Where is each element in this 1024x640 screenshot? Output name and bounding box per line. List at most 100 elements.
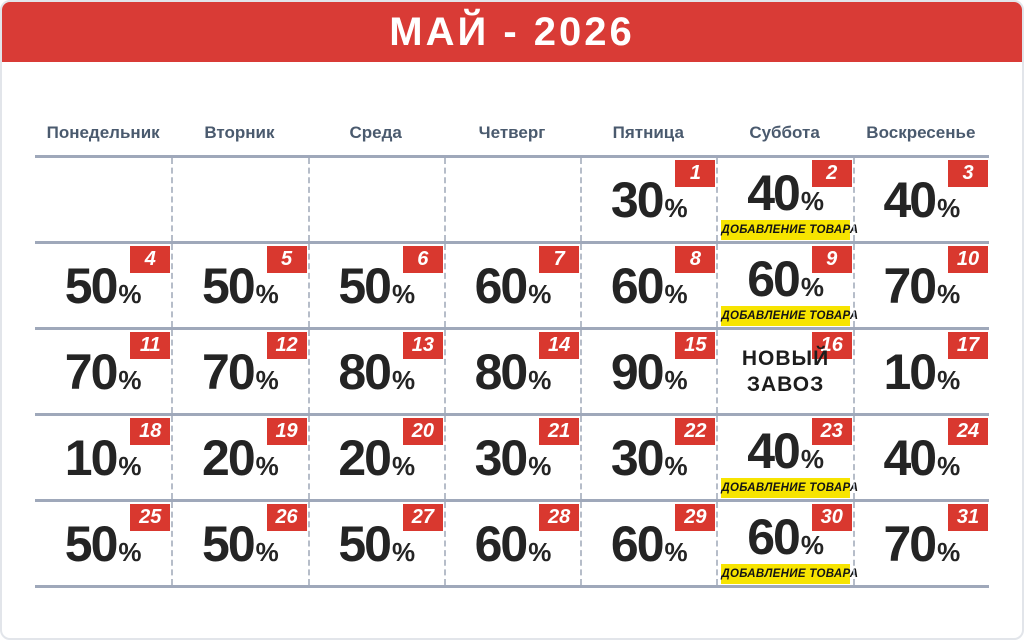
- empty-day-cell: [171, 158, 307, 241]
- day-cell: 19 20%: [171, 416, 307, 499]
- percent-sign: %: [118, 536, 142, 567]
- discount-value: 30: [610, 429, 665, 486]
- day-content: 60%: [582, 502, 716, 585]
- discount: 50%: [338, 515, 415, 573]
- discount: 80%: [475, 343, 552, 401]
- calendar-week-row: 25 50% 26 50% 27 50% 28 60% 29 60% 30 60% ДОБАВЛЕНИЕ…: [35, 499, 989, 585]
- day-cell: 28 60%: [443, 502, 580, 585]
- percent-sign: %: [664, 450, 688, 481]
- day-number-badge: 31: [948, 504, 988, 531]
- day-content: 50%: [173, 502, 307, 585]
- discount-value: 70: [883, 515, 937, 572]
- discount-value: 50: [64, 515, 119, 572]
- day-cell: 3 40%: [852, 158, 989, 241]
- discount: 50%: [202, 257, 279, 315]
- day-cell: 23 40% ДОБАВЛЕНИЕ ТОВАРА: [716, 416, 858, 499]
- discount: 40%: [883, 171, 960, 229]
- percent-sign: %: [937, 450, 961, 481]
- day-cell: 31 70%: [852, 502, 989, 585]
- product-restock-label: ДОБАВЛЕНИЕ ТОВАРА: [721, 220, 858, 240]
- day-content: 10%: [855, 330, 989, 413]
- day-content: 50%: [173, 244, 307, 327]
- day-number-badge: 26: [266, 504, 307, 531]
- discount: 10%: [883, 343, 960, 401]
- day-content: 50%: [35, 244, 171, 327]
- day-number-badge: 4: [130, 246, 171, 273]
- day-number-badge: 24: [948, 418, 988, 445]
- discount-value: 30: [474, 429, 529, 486]
- discount-value: 50: [64, 257, 119, 314]
- percent-sign: %: [937, 192, 961, 223]
- header-bar: МАЙ - 2026: [2, 2, 1022, 62]
- discount: 20%: [338, 429, 415, 487]
- discount: 30%: [611, 429, 688, 487]
- calendar-week-row: 11 70% 12 70% 13 80% 14 80% 15 90% 16 НОВЫЙ ЗАВОЗ 17…: [35, 327, 989, 413]
- discount-value: 50: [338, 515, 392, 572]
- discount-value: 30: [610, 171, 665, 228]
- percent-sign: %: [255, 278, 279, 309]
- discount-value: 60: [610, 257, 665, 314]
- day-content: НОВЫЙ ЗАВОЗ: [718, 330, 852, 413]
- calendar-week-row: 1 30% 2 40% ДОБАВЛЕНИЕ ТОВАРА 3 40%: [35, 155, 989, 241]
- day-number-badge: 23: [811, 418, 852, 445]
- weekday-label: Пятница: [612, 123, 684, 142]
- discount: 60%: [475, 257, 552, 315]
- percent-sign: %: [391, 450, 416, 481]
- day-content: 40%: [855, 416, 989, 499]
- product-restock-label: ДОБАВЛЕНИЕ ТОВАРА: [721, 306, 858, 326]
- day-number-badge: 3: [948, 160, 988, 187]
- day-cell: 18 10%: [35, 416, 171, 499]
- percent-sign: %: [118, 278, 142, 309]
- day-content: 50%: [310, 244, 444, 327]
- percent-sign: %: [937, 536, 961, 567]
- discount-value: 60: [474, 515, 529, 572]
- day-number-badge: 27: [402, 504, 443, 531]
- discount-value: 50: [202, 515, 256, 572]
- percent-sign: %: [391, 364, 416, 395]
- day-number-badge: 1: [675, 160, 716, 187]
- percent-sign: %: [664, 536, 688, 567]
- discount-value: 40: [747, 422, 801, 479]
- day-cell: 2 40% ДОБАВЛЕНИЕ ТОВАРА: [716, 158, 858, 241]
- percent-sign: %: [255, 450, 279, 481]
- day-number-badge: 12: [266, 332, 307, 359]
- day-content: 80%: [310, 330, 444, 413]
- day-number-badge: 28: [539, 504, 580, 531]
- percent-sign: %: [800, 529, 824, 560]
- percent-sign: %: [391, 536, 416, 567]
- day-number-badge: 25: [130, 504, 171, 531]
- percent-sign: %: [118, 450, 142, 481]
- calendar-week-row: 4 50% 5 50% 6 50% 7 60% 8 60% 9 60% ДОБАВЛЕНИЕ ТОВАР…: [35, 241, 989, 327]
- day-content: 90%: [582, 330, 716, 413]
- day-number-badge: 13: [402, 332, 443, 359]
- day-number-badge: 30: [811, 504, 852, 531]
- day-cell: 11 70%: [35, 330, 171, 413]
- day-content: 30%: [582, 158, 716, 241]
- day-cell: 1 30%: [580, 158, 716, 241]
- day-number-badge: 16: [811, 332, 852, 359]
- discount: 60%: [747, 250, 824, 308]
- day-content: 60%: [718, 244, 852, 313]
- calendar-week-row: 18 10% 19 20% 20 20% 21 30% 22 30% 23 40% ДОБАВЛЕНИЕ…: [35, 413, 989, 499]
- day-content: 60%: [446, 502, 580, 585]
- discount-value: 60: [474, 257, 529, 314]
- day-cell: 5 50%: [171, 244, 307, 327]
- discount-value: 10: [883, 343, 937, 400]
- day-cell: 8 60%: [580, 244, 716, 327]
- discount-value: 50: [202, 257, 256, 314]
- empty-day-cell: [35, 158, 171, 241]
- day-number-badge: 22: [675, 418, 716, 445]
- day-number-badge: 14: [539, 332, 580, 359]
- discount: 60%: [611, 515, 688, 573]
- day-number-badge: 6: [402, 246, 443, 273]
- day-content: 50%: [310, 502, 444, 585]
- discount-value: 20: [202, 429, 256, 486]
- discount: 40%: [747, 164, 824, 222]
- discount-value: 10: [64, 429, 119, 486]
- day-number-badge: 5: [266, 246, 307, 273]
- day-content: 30%: [582, 416, 716, 499]
- discount: 50%: [65, 515, 142, 573]
- day-number-badge: 10: [948, 246, 988, 273]
- discount: 60%: [475, 515, 552, 573]
- day-cell: 26 50%: [171, 502, 307, 585]
